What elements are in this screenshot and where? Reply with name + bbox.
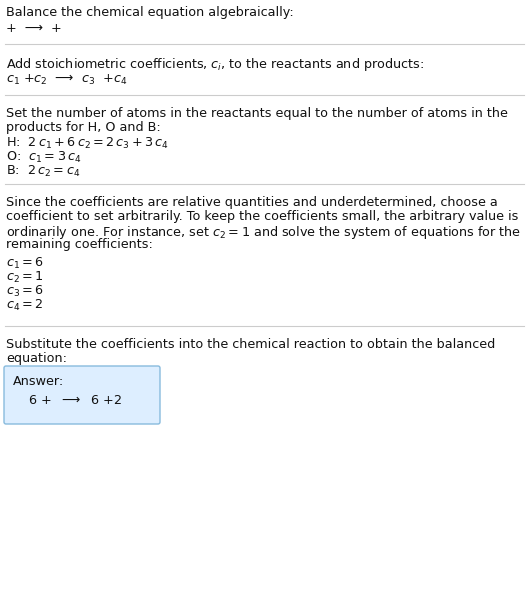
FancyBboxPatch shape xyxy=(4,366,160,424)
Text: remaining coefficients:: remaining coefficients: xyxy=(6,238,153,251)
Text: Since the coefficients are relative quantities and underdetermined, choose a: Since the coefficients are relative quan… xyxy=(6,196,498,209)
Text: B:  $2\,c_2 = c_4$: B: $2\,c_2 = c_4$ xyxy=(6,164,80,179)
Text: coefficient to set arbitrarily. To keep the coefficients small, the arbitrary va: coefficient to set arbitrarily. To keep … xyxy=(6,210,518,223)
Text: $6$ +  $\longrightarrow$  $6$ +$2$: $6$ + $\longrightarrow$ $6$ +$2$ xyxy=(28,394,122,407)
Text: Balance the chemical equation algebraically:: Balance the chemical equation algebraica… xyxy=(6,6,294,19)
Text: equation:: equation: xyxy=(6,352,67,365)
Text: $c_2 = 1$: $c_2 = 1$ xyxy=(6,270,44,285)
Text: $c_4 = 2$: $c_4 = 2$ xyxy=(6,298,43,313)
Text: +  ⟶  +: + ⟶ + xyxy=(6,22,62,35)
Text: $c_1$ +$c_2$  ⟶  $c_3$  +$c_4$: $c_1$ +$c_2$ ⟶ $c_3$ +$c_4$ xyxy=(6,73,127,87)
Text: Answer:: Answer: xyxy=(13,375,64,388)
Text: H:  $2\,c_1 + 6\,c_2 = 2\,c_3 + 3\,c_4$: H: $2\,c_1 + 6\,c_2 = 2\,c_3 + 3\,c_4$ xyxy=(6,136,169,151)
Text: Add stoichiometric coefficients, $c_i$, to the reactants and products:: Add stoichiometric coefficients, $c_i$, … xyxy=(6,56,424,73)
Text: $c_3 = 6$: $c_3 = 6$ xyxy=(6,284,44,299)
Text: products for H, O and B:: products for H, O and B: xyxy=(6,121,161,134)
Text: ordinarily one. For instance, set $c_2 = 1$ and solve the system of equations fo: ordinarily one. For instance, set $c_2 =… xyxy=(6,224,521,241)
Text: Substitute the coefficients into the chemical reaction to obtain the balanced: Substitute the coefficients into the che… xyxy=(6,338,495,351)
Text: O:  $c_1 = 3\,c_4$: O: $c_1 = 3\,c_4$ xyxy=(6,150,81,165)
Text: $c_1 = 6$: $c_1 = 6$ xyxy=(6,256,44,271)
Text: Set the number of atoms in the reactants equal to the number of atoms in the: Set the number of atoms in the reactants… xyxy=(6,107,508,120)
